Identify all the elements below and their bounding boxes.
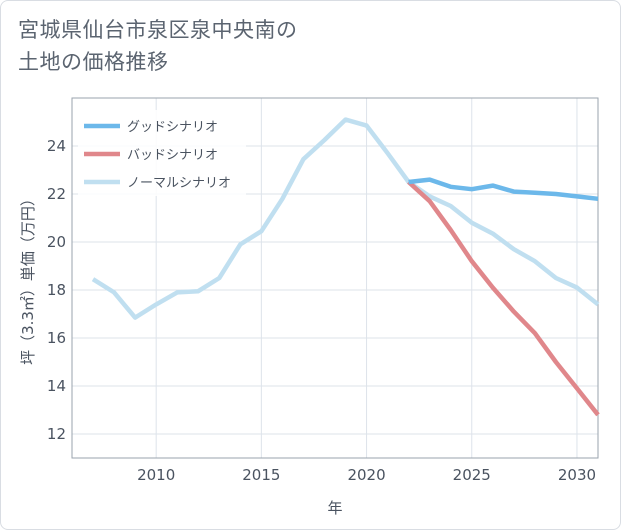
legend-label: グッドシナリオ: [127, 120, 218, 135]
x-tick-label: 2015: [242, 466, 280, 484]
y-tick-label: 18: [47, 281, 66, 299]
series-line-2: [407, 180, 600, 417]
chart-title: 宮城県仙台市泉区泉中央南の 土地の価格推移: [18, 14, 298, 78]
series-lines: [91, 117, 600, 417]
title-line-2: 土地の価格推移: [18, 50, 169, 74]
plot-frame: [71, 97, 599, 459]
y-tick-label: 12: [47, 425, 66, 443]
x-tick-label: 2025: [453, 466, 491, 484]
x-tick-label: 2010: [137, 466, 175, 484]
series-line-3: [91, 117, 600, 320]
y-axis-title: 坪（3.3㎡）単価（万円）: [19, 191, 37, 365]
grid-lines: [72, 98, 598, 458]
y-tick-label: 24: [47, 137, 66, 155]
y-tick-label: 16: [47, 329, 66, 347]
y-tick-label: 22: [47, 185, 66, 203]
y-tick-label: 14: [47, 377, 66, 395]
legend-label: ノーマルシナリオ: [127, 176, 231, 191]
x-axis-title: 年: [327, 499, 342, 517]
title-line-1: 宮城県仙台市泉区泉中央南の: [18, 18, 298, 42]
x-tick-label: 2030: [558, 466, 596, 484]
legend-label: バッドシナリオ: [127, 148, 218, 163]
y-tick-label: 20: [47, 233, 66, 251]
x-tick-label: 2020: [347, 466, 385, 484]
series-line-1: [408, 177, 599, 202]
tick-labels: 2010 2015 2020 2025 2030 12 14 16 18 20 22 24: [47, 137, 596, 484]
